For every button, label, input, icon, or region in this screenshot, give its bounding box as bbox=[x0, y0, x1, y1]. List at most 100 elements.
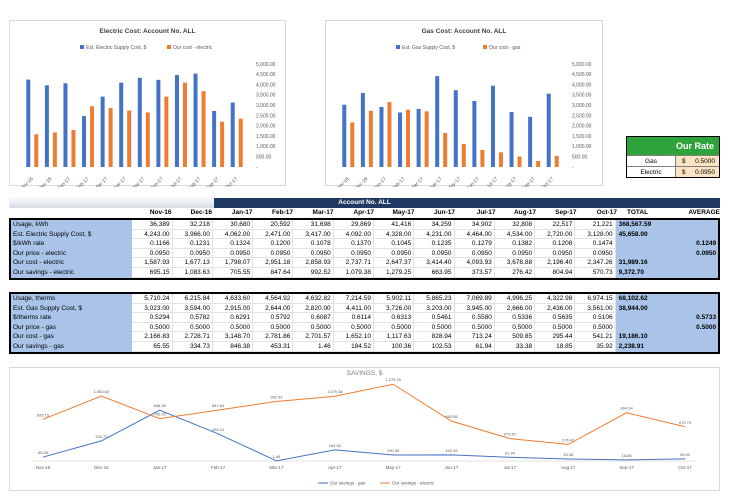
table-cell[interactable]: 0.0950 bbox=[575, 248, 616, 259]
table-cell[interactable]: 20,592 bbox=[253, 220, 294, 230]
table-cell[interactable]: 695.15 bbox=[132, 267, 173, 278]
table-cell[interactable]: 0.5782 bbox=[172, 313, 213, 323]
total-cell[interactable] bbox=[615, 248, 676, 259]
table-cell[interactable]: 0.6087 bbox=[293, 313, 334, 323]
table-cell[interactable]: 1,083.63 bbox=[172, 267, 213, 278]
total-cell[interactable]: 38,944.00 bbox=[615, 303, 676, 314]
table-cell[interactable]: 32,218 bbox=[172, 220, 213, 230]
table-cell[interactable]: 0.6114 bbox=[333, 313, 374, 323]
total-cell[interactable] bbox=[615, 313, 676, 323]
table-cell[interactable]: 0.1045 bbox=[373, 239, 415, 249]
table-cell[interactable]: 184.52 bbox=[333, 341, 374, 352]
table-cell[interactable]: 6,215.84 bbox=[172, 294, 213, 304]
table-cell[interactable]: 0.5000 bbox=[494, 322, 536, 333]
table-cell[interactable]: 2,915.00 bbox=[212, 303, 254, 314]
table-cell[interactable]: 4,093.93 bbox=[454, 258, 495, 268]
table-cell[interactable]: 0.0950 bbox=[373, 248, 415, 259]
table-cell[interactable]: 102.53 bbox=[414, 341, 455, 352]
table-cell[interactable]: 453.31 bbox=[253, 341, 294, 352]
table-cell[interactable]: 5,865.23 bbox=[414, 294, 455, 304]
table-cell[interactable]: 0.5792 bbox=[253, 313, 294, 323]
total-cell[interactable]: 9,372.70 bbox=[615, 267, 676, 278]
table-cell[interactable]: 0.1166 bbox=[132, 239, 173, 249]
table-cell[interactable]: 4,322.98 bbox=[535, 294, 576, 304]
average-cell[interactable]: 0.5733 bbox=[675, 313, 719, 323]
table-cell[interactable]: 4,231.00 bbox=[414, 229, 455, 240]
table-cell[interactable]: 1.46 bbox=[293, 341, 334, 352]
table-cell[interactable]: 4,092.00 bbox=[333, 229, 374, 240]
table-cell[interactable]: 4,534.00 bbox=[494, 229, 536, 240]
table-cell[interactable]: 3,203.00 bbox=[414, 303, 455, 314]
table-cell[interactable]: 33.38 bbox=[494, 341, 536, 352]
table-cell[interactable]: 0.1474 bbox=[575, 239, 616, 249]
table-cell[interactable]: 0.5336 bbox=[494, 313, 536, 323]
table-cell[interactable]: 3,414.40 bbox=[414, 258, 455, 268]
table-cell[interactable]: 2,781.86 bbox=[253, 332, 294, 342]
table-cell[interactable]: 0.0950 bbox=[494, 248, 536, 259]
table-cell[interactable]: 35.92 bbox=[575, 341, 616, 352]
table-cell[interactable]: 992.52 bbox=[293, 267, 334, 278]
table-cell[interactable]: 3,945.00 bbox=[454, 303, 495, 314]
average-cell[interactable] bbox=[675, 229, 719, 240]
table-cell[interactable]: 4,243.00 bbox=[132, 229, 173, 240]
table-cell[interactable]: 3,417.00 bbox=[293, 229, 334, 240]
table-cell[interactable]: 5,710.24 bbox=[132, 294, 173, 304]
table-cell[interactable]: 276.42 bbox=[494, 267, 536, 278]
table-cell[interactable]: 0.5000 bbox=[212, 322, 254, 333]
average-cell[interactable]: 0.5000 bbox=[675, 322, 719, 333]
table-cell[interactable]: 4,464.00 bbox=[454, 229, 495, 240]
average-cell[interactable] bbox=[675, 303, 719, 314]
table-cell[interactable]: 0.0950 bbox=[414, 248, 455, 259]
table-cell[interactable]: 41,416 bbox=[373, 220, 415, 230]
table-cell[interactable]: 0.1231 bbox=[172, 239, 213, 249]
table-cell[interactable]: 373.57 bbox=[454, 267, 495, 278]
table-cell[interactable]: 3,678.88 bbox=[494, 258, 536, 268]
table-cell[interactable]: 0.5000 bbox=[172, 322, 213, 333]
total-cell[interactable]: 45,658.00 bbox=[615, 229, 676, 240]
table-cell[interactable]: 32,808 bbox=[494, 220, 536, 230]
table-cell[interactable]: 3,023.00 bbox=[132, 303, 173, 314]
table-cell[interactable]: 663.95 bbox=[414, 267, 455, 278]
table-cell[interactable]: 0.0950 bbox=[535, 248, 576, 259]
table-cell[interactable]: 0.6291 bbox=[212, 313, 254, 323]
table-cell[interactable]: 334.73 bbox=[172, 341, 213, 352]
table-cell[interactable]: 21,221 bbox=[575, 220, 616, 230]
table-cell[interactable]: 0.1200 bbox=[253, 239, 294, 249]
table-cell[interactable]: 0.5580 bbox=[454, 313, 495, 323]
table-cell[interactable]: 847.64 bbox=[253, 267, 294, 278]
table-cell[interactable]: 0.5000 bbox=[333, 322, 374, 333]
table-cell[interactable]: 4,062.00 bbox=[212, 229, 254, 240]
table-cell[interactable]: 0.5461 bbox=[414, 313, 455, 323]
table-cell[interactable]: 0.5635 bbox=[535, 313, 576, 323]
table-cell[interactable]: 570.73 bbox=[575, 267, 616, 278]
table-cell[interactable]: 7,214.59 bbox=[333, 294, 374, 304]
table-cell[interactable]: 2,728.71 bbox=[172, 332, 213, 342]
table-cell[interactable]: 3,561.00 bbox=[575, 303, 616, 314]
total-cell[interactable] bbox=[615, 322, 676, 333]
total-cell[interactable]: 19,186.10 bbox=[615, 332, 676, 342]
table-cell[interactable]: 1,652.10 bbox=[333, 332, 374, 342]
table-cell[interactable]: 713.24 bbox=[454, 332, 495, 342]
table-cell[interactable]: 29,869 bbox=[333, 220, 374, 230]
table-cell[interactable]: 2,820.00 bbox=[293, 303, 334, 314]
average-cell[interactable] bbox=[675, 220, 719, 230]
table-cell[interactable]: 3,726.00 bbox=[373, 303, 415, 314]
table-cell[interactable]: 0.1370 bbox=[333, 239, 374, 249]
table-cell[interactable]: 0.1382 bbox=[494, 239, 536, 249]
table-cell[interactable]: 705.55 bbox=[212, 267, 254, 278]
table-cell[interactable]: 0.0950 bbox=[293, 248, 334, 259]
table-cell[interactable]: 22,517 bbox=[535, 220, 576, 230]
table-cell[interactable]: 1,279.25 bbox=[373, 267, 415, 278]
table-cell[interactable]: 0.0950 bbox=[253, 248, 294, 259]
table-cell[interactable]: 846.38 bbox=[212, 341, 254, 352]
table-cell[interactable]: 1,587.93 bbox=[132, 258, 173, 268]
table-cell[interactable]: 4,996.25 bbox=[494, 294, 536, 304]
table-cell[interactable]: 2,436.00 bbox=[535, 303, 576, 314]
table-cell[interactable]: 0.1279 bbox=[454, 239, 495, 249]
table-cell[interactable]: 541.21 bbox=[575, 332, 616, 342]
table-cell[interactable]: 0.5000 bbox=[454, 322, 495, 333]
total-cell[interactable]: 2,238.91 bbox=[615, 341, 676, 352]
table-cell[interactable]: 61.94 bbox=[454, 341, 495, 352]
table-cell[interactable]: 0.1078 bbox=[293, 239, 334, 249]
rate-gas-value-cell[interactable]: $ 0.5000 bbox=[675, 156, 719, 166]
